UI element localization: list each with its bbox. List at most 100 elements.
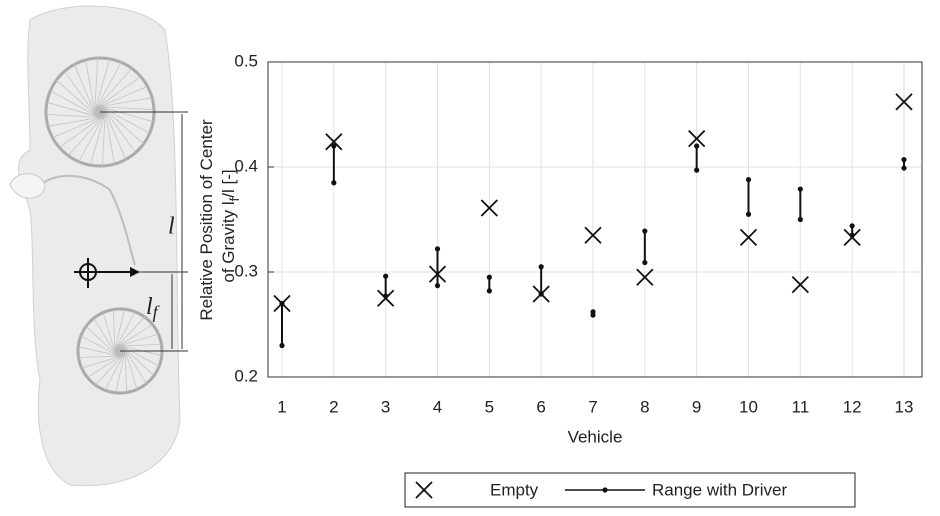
wheel-spoke [95,106,154,111]
range-dot [901,165,907,171]
range-dot [486,288,492,294]
legend-dot [602,487,608,493]
range-dot [383,273,389,279]
x-marker [325,133,343,151]
x-tick-label: 12 [843,397,862,416]
x-marker [584,226,602,244]
y-label-line: of Gravity l [219,201,238,282]
wheel-spoke [94,97,153,109]
wheel-spoke [115,347,127,393]
x-axis-label: Vehicle [568,427,623,446]
driver-outline [39,174,136,266]
x-stroke [791,275,809,294]
label-lf-main: l [146,294,153,320]
range-dot [331,180,337,186]
x-marker [480,199,498,217]
wheel-spoke [124,346,127,393]
x-marker [415,481,433,499]
wheel-spoke [96,105,154,123]
range-dot [642,228,648,234]
illustration: l lf [9,5,188,487]
x-marker [895,93,913,111]
x-stroke [325,133,343,151]
x-tick-label: 3 [381,397,390,416]
wheel-spoke [89,108,107,166]
x-tick-label: 9 [692,397,701,416]
wheel-spoke [59,113,108,148]
wheel-spoke [98,104,150,134]
range-dot [694,143,700,149]
range-dot [849,223,855,229]
wheel-spoke [102,105,126,160]
y-tick-label: 0.4 [234,156,258,175]
range-dot [797,186,803,192]
x-stroke [480,199,498,217]
wheel-spoke [47,115,106,127]
wheel-spoke [46,113,105,118]
y-tick-label: 0.5 [234,51,258,70]
range-dot [849,232,855,238]
range-dot [538,264,544,270]
vehicle-silhouette [17,5,181,487]
wheel-spoke [123,344,138,390]
x-tick-label: 6 [536,397,545,416]
wheel-spoke [104,349,128,391]
wheel-spoke [85,59,97,118]
y-label-sub: f [227,197,242,201]
range-dot [279,300,285,307]
x-tick-label: 4 [433,397,442,416]
wheel-spoke [46,101,104,119]
x-stroke [584,226,602,244]
range-dot [642,259,648,266]
x-stroke [895,93,913,111]
range-dot [797,216,803,223]
wheel-spoke [101,107,106,166]
label-l: l [168,214,175,240]
x-tick-label: 5 [485,397,494,416]
x-marker [791,275,809,294]
x-marker [688,130,706,148]
wheel-spoke [50,90,102,120]
range-dot [745,211,752,217]
wheel-spoke [56,79,101,120]
wheel-spoke [93,58,111,116]
label-lf-sub: f [153,302,161,322]
range-dot [279,342,285,349]
wheel-spoke [67,111,108,156]
range-dot [538,291,544,297]
x-stroke [739,228,758,246]
range-dot [901,157,907,163]
y-tick-label: 0.2 [234,366,258,385]
rear-wheel [44,56,156,168]
range-dot [434,246,441,252]
y-label-end: /l [-] [219,169,238,197]
wheel-spoke [64,71,99,120]
x-marker [739,228,758,246]
x-tick-label: 2 [329,397,338,416]
wheel-spoke [99,104,144,145]
x-stroke [636,268,654,286]
wheel-spoke [78,110,108,162]
wheel-spoke [94,58,99,117]
y-label-line: Relative Position of Center [197,119,216,321]
x-stroke [688,130,706,148]
range-dot [486,274,492,280]
label-lf: lf [146,294,161,323]
x-tick-label: 13 [895,397,914,416]
wheel-spoke [93,86,148,110]
wheel-spoke [52,114,107,138]
range-dot [694,167,700,173]
wheel-spoke [103,106,115,165]
legend-label: Range with Driver [652,480,787,499]
range-dot [745,177,752,183]
x-tick-label: 8 [640,397,649,416]
y-tick-label: 0.3 [234,261,258,280]
wheel-spoke [74,64,98,119]
legend-label: Empty [490,480,539,499]
cog-arrow [130,267,140,277]
wheel-spoke [92,68,133,113]
x-tick-label: 7 [588,397,597,416]
range-dot [590,312,596,318]
x-tick-label: 11 [792,397,810,416]
